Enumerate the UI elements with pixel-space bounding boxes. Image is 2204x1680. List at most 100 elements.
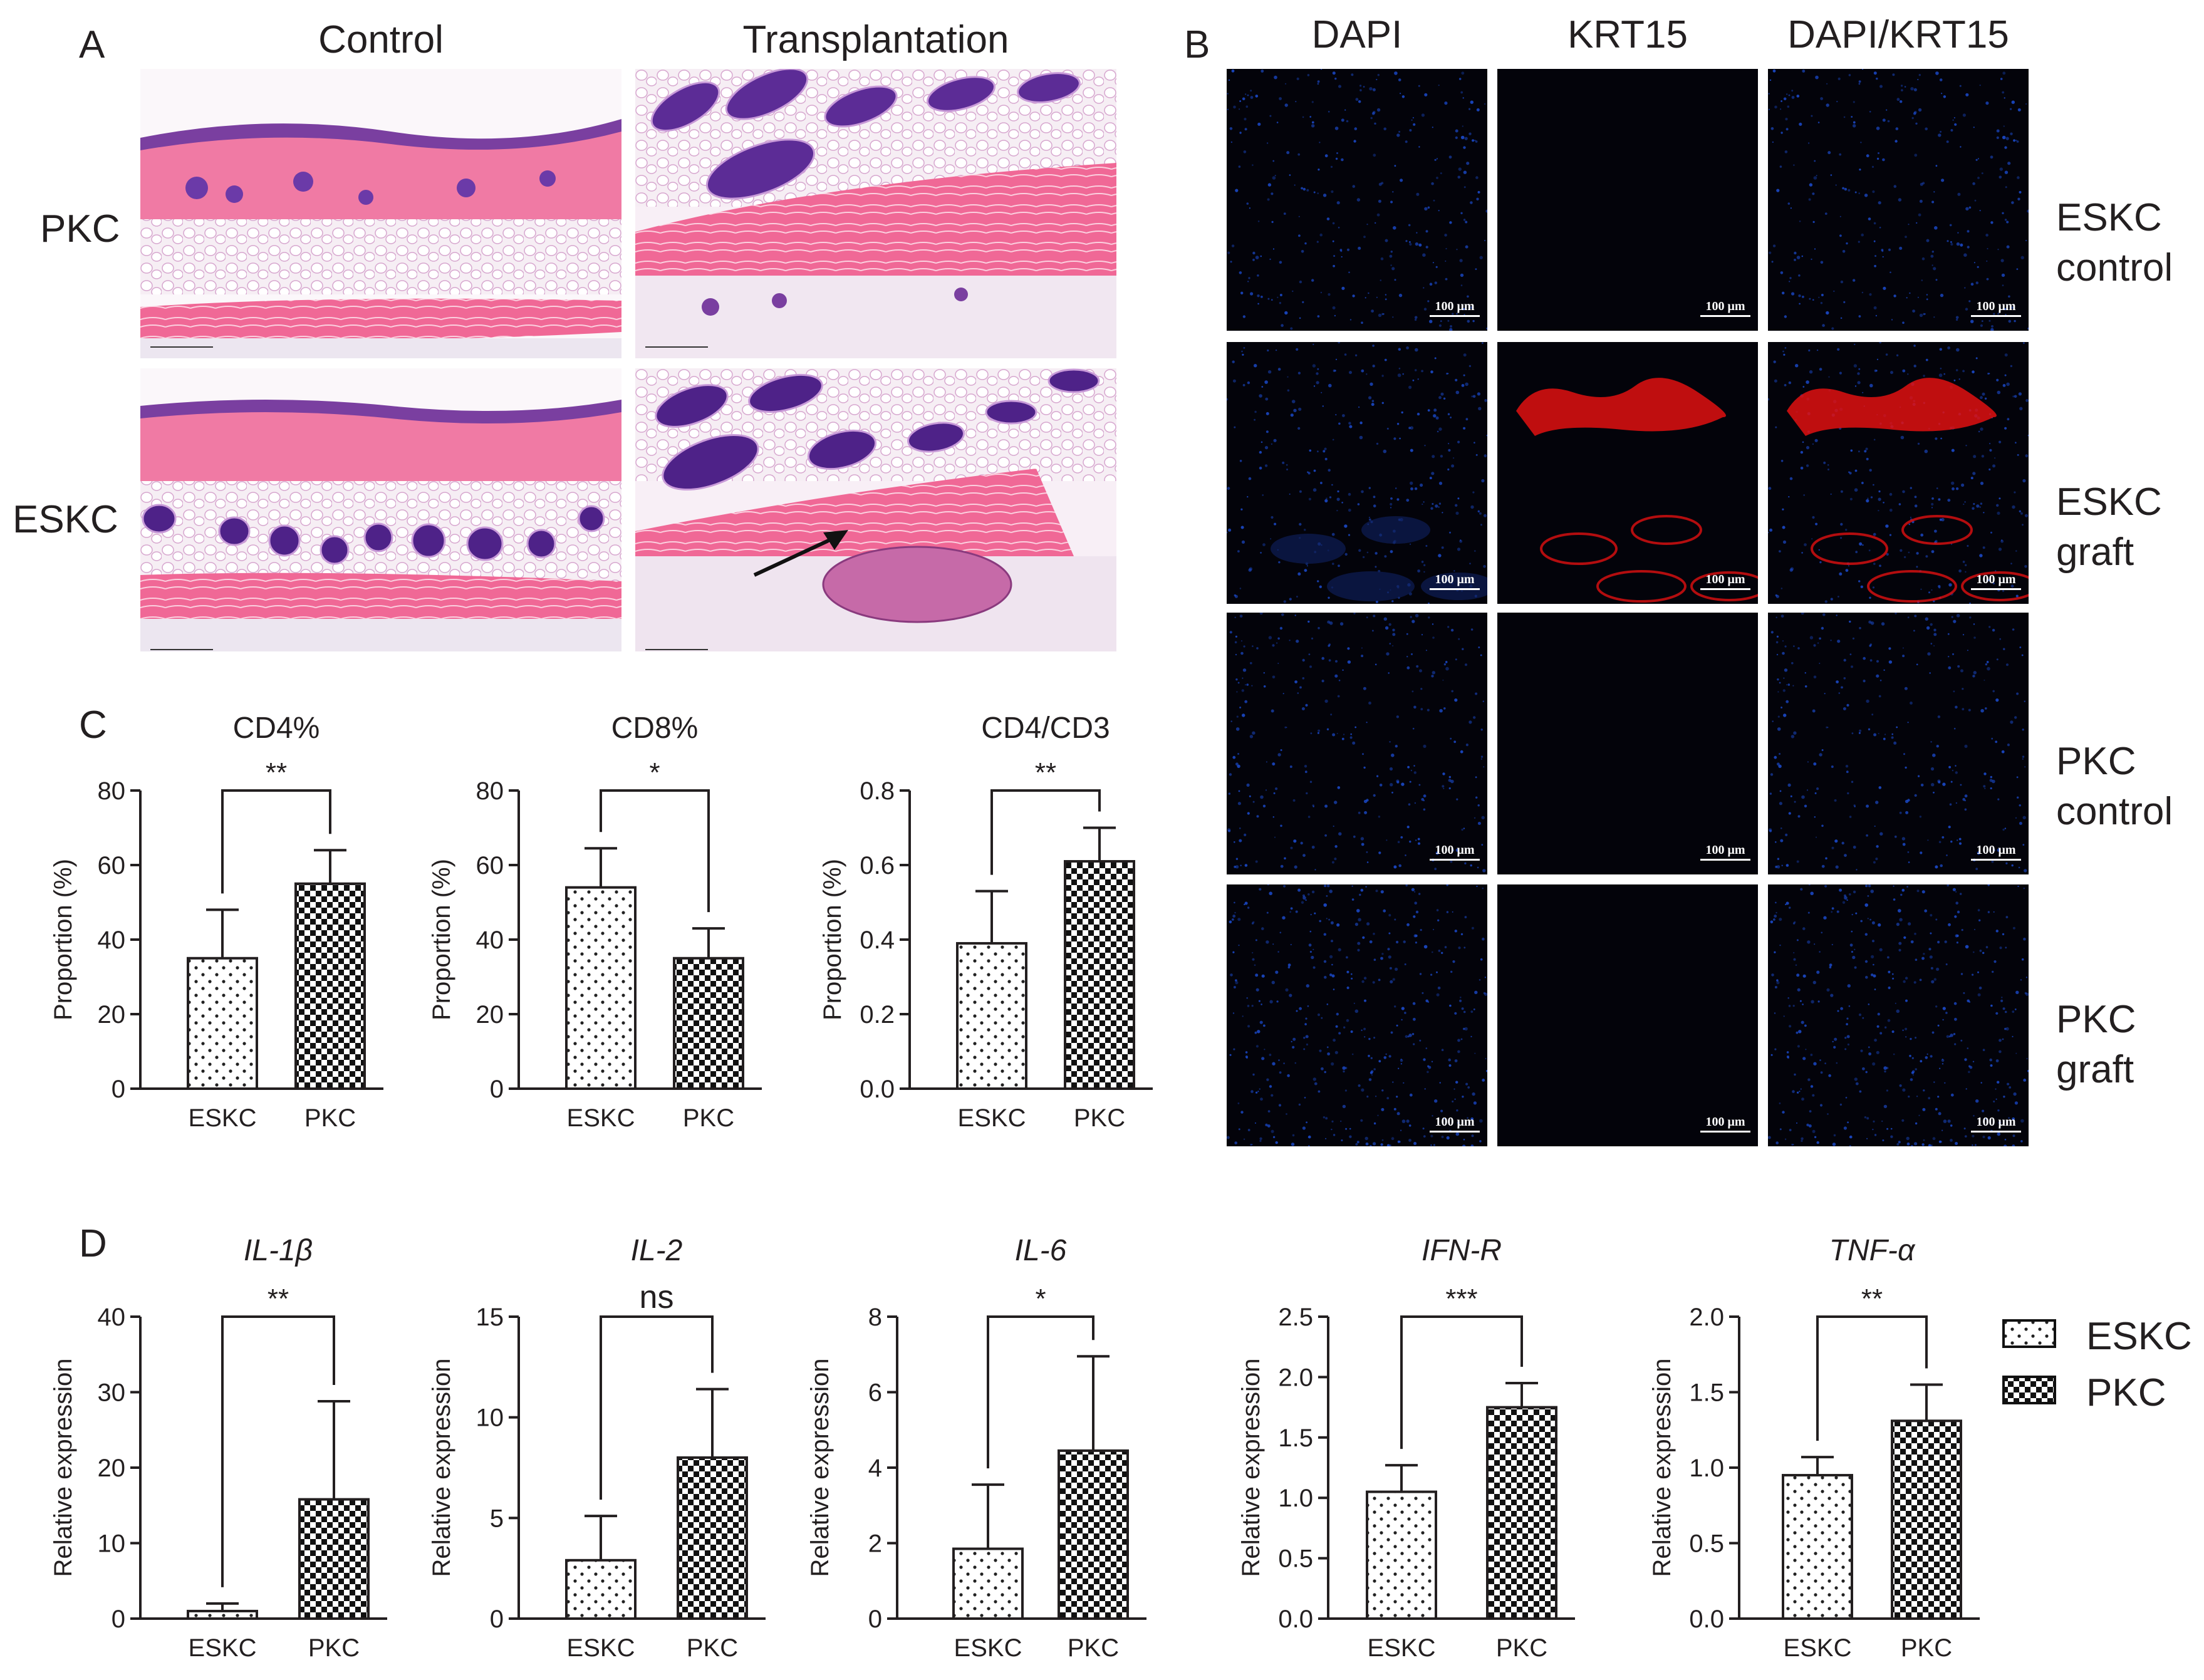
- scale-bar-line: [1700, 588, 1750, 590]
- chart-1: CD8% 0 20 40 60 80 Proportion (%) ESKC PKC *: [428, 712, 762, 1132]
- y-tick-label: 2.0: [1278, 1364, 1313, 1391]
- bar-eskc: [952, 1547, 1024, 1620]
- y-tick-label: 1.0: [1278, 1485, 1313, 1512]
- panel-b-col-header-krt15: KRT15: [1567, 13, 1688, 56]
- panel-a-col-header-transplantation: Transplantation: [742, 18, 1009, 61]
- panel-b-col-header-dapi: DAPI: [1311, 13, 1403, 56]
- scale-bar-line: [1430, 315, 1480, 317]
- significance-bracket: [600, 789, 710, 913]
- bar-eskc: [565, 886, 637, 1090]
- y-tick-label: 0: [112, 1605, 125, 1633]
- panel-b-row-label-eskc-graft: ESKC graft: [2056, 477, 2162, 578]
- scale-bar-line: [1971, 1131, 2021, 1133]
- significance-marker: ns: [640, 1279, 674, 1315]
- chart-7: TNF-α 0.0 0.5 1.0 1.5 2.0 Relative expression E…: [1648, 1234, 1980, 1662]
- significance-bracket: [1816, 1315, 1928, 1441]
- fluorescence-scale-bar: 100 μm: [1971, 1115, 2021, 1133]
- chart-5: IL-6 0 2 4 6 8 Relative expression ESKC PKC *: [806, 1234, 1146, 1662]
- fluorescence-scale-bar: 100 μm: [1430, 1115, 1480, 1133]
- x-tick-label: PKC: [304, 1104, 356, 1132]
- y-tick-label: 0: [868, 1605, 882, 1633]
- y-axis-label: Proportion (%): [428, 859, 455, 1020]
- fluorescence-image-eskc-control-krt15: [1497, 69, 1758, 331]
- legend-item-pkc: PKC: [2002, 1366, 2204, 1422]
- y-tick-label: 0.5: [1278, 1545, 1313, 1573]
- chart-title: IL-2: [631, 1234, 683, 1267]
- y-tick-label: 0.0: [1689, 1605, 1724, 1633]
- y-tick-label: 0: [112, 1076, 125, 1103]
- chart-title: CD4/CD3: [981, 712, 1110, 745]
- fluorescence-image-pkc-graft-dapi: [1227, 884, 1487, 1146]
- fluorescence-scale-bar: 100 μm: [1971, 843, 2021, 861]
- y-tick-label: 1.0: [1689, 1454, 1724, 1482]
- bar-eskc: [565, 1558, 637, 1620]
- chart-6: IFN-R 0.0 0.5 1.0 1.5 2.0 2.5 Relative expressi…: [1237, 1234, 1575, 1662]
- fluorescence-scale-bar: 100 μm: [1430, 843, 1480, 861]
- fluorescence-image-pkc-graft-merge: [1768, 884, 2029, 1146]
- bar-pkc: [1058, 1449, 1129, 1620]
- he-scale-bar: [150, 341, 213, 348]
- fluorescence-scale-bar: 100 μm: [1700, 299, 1750, 317]
- scale-bar-line: [1700, 1131, 1750, 1133]
- x-tick-label: PKC: [308, 1634, 360, 1662]
- scale-bar-label: 100 μm: [1705, 299, 1745, 313]
- panel-b-letter: B: [1184, 23, 1210, 66]
- y-tick-label: 80: [476, 777, 504, 805]
- significance-marker: **: [268, 1283, 289, 1314]
- chart-title: IL-6: [1015, 1234, 1067, 1267]
- fluorescence-image-eskc-graft-krt15: [1497, 342, 1758, 604]
- he-image-eskc-transplantation: [635, 368, 1116, 651]
- x-tick-label: ESKC: [189, 1104, 257, 1132]
- y-tick-label: 0: [490, 1076, 504, 1103]
- x-tick-label: ESKC: [189, 1634, 257, 1662]
- panel-c-letter: C: [79, 703, 107, 747]
- x-tick-label: ESKC: [567, 1104, 635, 1132]
- legend-swatch-eskc: [2002, 1319, 2056, 1348]
- y-tick-label: 2.0: [1689, 1304, 1724, 1331]
- y-tick-label: 40: [98, 926, 126, 954]
- scale-bar-label: 100 μm: [1435, 843, 1475, 857]
- he-image-pkc-control: [140, 69, 621, 358]
- bar-eskc: [1782, 1474, 1853, 1620]
- scale-bar-label: 100 μm: [1976, 299, 2016, 313]
- significance-bracket: [1400, 1315, 1523, 1449]
- legend-label-pkc: PKC: [2086, 1371, 2166, 1414]
- significance-bracket: [221, 1315, 335, 1587]
- chart-title: IL-1β: [244, 1234, 313, 1267]
- fluorescence-image-eskc-control-dapi: [1227, 69, 1487, 331]
- y-tick-label: 10: [98, 1530, 126, 1558]
- scale-bar-line: [1430, 588, 1480, 590]
- significance-marker: **: [1861, 1283, 1883, 1314]
- scale-bar-line: [1971, 588, 2021, 590]
- x-tick-label: PKC: [1496, 1634, 1547, 1662]
- y-tick-label: 0: [490, 1605, 504, 1633]
- significance-marker: **: [1035, 757, 1056, 788]
- chart-3: IL-1β 0 10 20 30 40 Relative expression ESKC PKC…: [49, 1234, 387, 1662]
- row-label-line: ESKC: [2056, 196, 2162, 239]
- row-label-line: control: [2056, 790, 2173, 833]
- scale-bar-line: [1430, 1131, 1480, 1133]
- y-axis-label: Proportion (%): [49, 859, 77, 1020]
- panel-b-row-label-eskc-control: ESKC control: [2056, 193, 2173, 293]
- y-tick-label: 0.8: [860, 777, 895, 805]
- he-scale-bar: [645, 644, 708, 650]
- x-tick-label: PKC: [683, 1104, 734, 1132]
- fluorescence-image-eskc-graft-dapi: [1227, 342, 1487, 604]
- fluorescence-scale-bar: 100 μm: [1430, 573, 1480, 590]
- scale-bar-label: 100 μm: [1976, 573, 2016, 586]
- significance-bracket: [221, 789, 331, 894]
- scale-bar-line: [1700, 859, 1750, 861]
- y-axis-label: Relative expression: [1237, 1358, 1265, 1577]
- y-tick-label: 80: [98, 777, 126, 805]
- y-tick-label: 4: [868, 1454, 882, 1482]
- y-axis-label: Relative expression: [1648, 1358, 1676, 1577]
- y-tick-label: 15: [476, 1304, 504, 1331]
- significance-marker: *: [1035, 1283, 1046, 1314]
- x-tick-label: ESKC: [1784, 1634, 1852, 1662]
- he-scale-bar: [150, 644, 213, 650]
- y-axis-label: Relative expression: [806, 1358, 834, 1577]
- fluorescence-scale-bar: 100 μm: [1430, 299, 1480, 317]
- y-axis-label: Proportion (%): [819, 859, 846, 1020]
- x-tick-label: ESKC: [1368, 1634, 1436, 1662]
